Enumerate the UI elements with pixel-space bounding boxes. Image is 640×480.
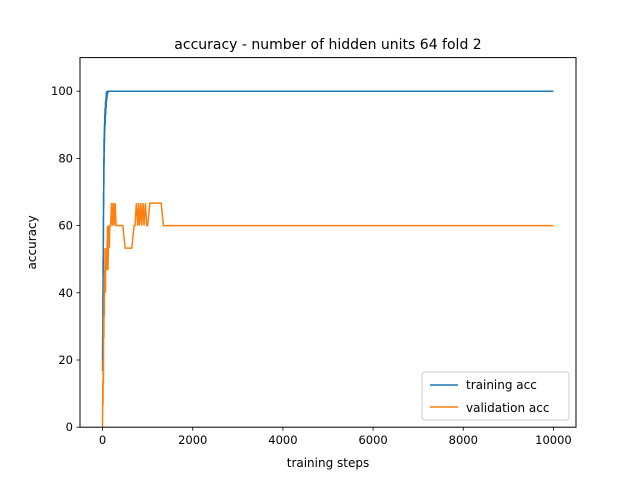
legend: training acc validation acc bbox=[421, 371, 570, 421]
y-tick-label: 40 bbox=[58, 286, 73, 300]
y-axis-label: accuracy bbox=[25, 215, 39, 269]
y-tick-label: 0 bbox=[66, 420, 73, 434]
x-tick-label: 4000 bbox=[268, 433, 297, 447]
y-tick-label: 100 bbox=[51, 84, 73, 98]
x-axis-ticks: 0 2000 4000 6000 8000 10000 bbox=[99, 427, 572, 447]
series-line-validation-acc bbox=[101, 202, 554, 428]
x-tick-label: 8000 bbox=[449, 433, 478, 447]
legend-label-validation-acc: validation acc bbox=[466, 401, 549, 415]
y-tick-label: 20 bbox=[58, 353, 73, 367]
series-lines bbox=[101, 90, 554, 428]
x-tick-label: 0 bbox=[99, 433, 106, 447]
x-axis-label: training steps bbox=[287, 456, 370, 470]
y-axis-ticks: 0 20 40 60 80 100 bbox=[51, 84, 80, 434]
legend-label-training-acc: training acc bbox=[466, 378, 537, 392]
legend-frame bbox=[421, 371, 570, 421]
plot-frame bbox=[79, 57, 577, 428]
x-tick-label: 10000 bbox=[535, 433, 572, 447]
x-tick-label: 6000 bbox=[358, 433, 387, 447]
x-tick-label: 2000 bbox=[178, 433, 207, 447]
y-tick-label: 60 bbox=[58, 219, 73, 233]
chart-title: accuracy - number of hidden units 64 fol… bbox=[174, 37, 481, 53]
series-line-training-acc bbox=[101, 90, 554, 372]
y-tick-label: 80 bbox=[58, 151, 73, 165]
